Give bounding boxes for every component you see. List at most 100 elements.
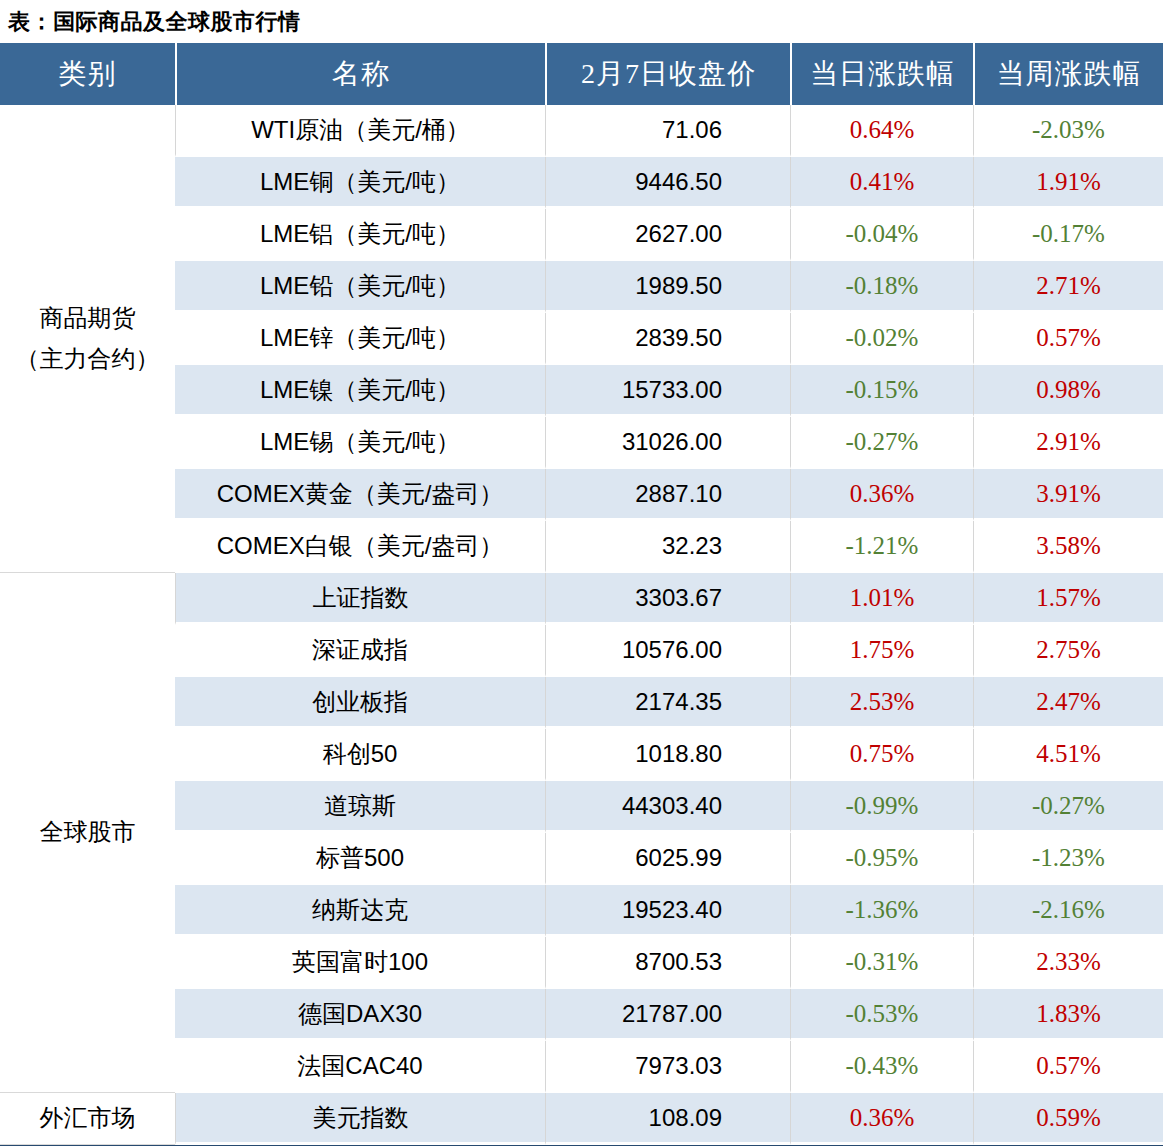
daily-change-cell: 0.36%: [790, 1093, 973, 1145]
weekly-change-cell: 1.91%: [973, 157, 1163, 209]
daily-change-cell: -0.53%: [790, 989, 973, 1041]
name-cell: COMEX白银（美元/盎司）: [175, 521, 545, 573]
name-cell: 英国富时100: [175, 937, 545, 989]
table-header: 类别 名称 2月7日收盘价 当日涨跌幅 当周涨跌幅: [0, 43, 1163, 105]
weekly-change-cell: 2.91%: [973, 417, 1163, 469]
table-row: LME锡（美元/吨）31026.00-0.27%2.91%: [0, 417, 1163, 469]
table-row: 深证成指10576.001.75%2.75%: [0, 625, 1163, 677]
close-price-cell: 108.09: [545, 1093, 790, 1145]
table-row: LME铅（美元/吨）1989.50-0.18%2.71%: [0, 261, 1163, 313]
name-cell: 标普500: [175, 833, 545, 885]
daily-change-cell: -0.43%: [790, 1041, 973, 1093]
name-cell: 上证指数: [175, 573, 545, 625]
table-row: 创业板指2174.352.53%2.47%: [0, 677, 1163, 729]
name-cell: LME铅（美元/吨）: [175, 261, 545, 313]
table-row: 外汇市场美元指数108.090.36%0.59%: [0, 1093, 1163, 1145]
name-cell: 德国DAX30: [175, 989, 545, 1041]
name-cell: 法国CAC40: [175, 1041, 545, 1093]
weekly-change-cell: 1.83%: [973, 989, 1163, 1041]
col-header-name: 名称: [175, 43, 545, 105]
name-cell: LME镍（美元/吨）: [175, 365, 545, 417]
close-price-cell: 21787.00: [545, 989, 790, 1041]
daily-change-cell: -1.36%: [790, 885, 973, 937]
name-cell: 创业板指: [175, 677, 545, 729]
daily-change-cell: 2.53%: [790, 677, 973, 729]
close-price-cell: 2627.00: [545, 209, 790, 261]
daily-change-cell: -0.99%: [790, 781, 973, 833]
close-price-cell: 44303.40: [545, 781, 790, 833]
weekly-change-cell: 1.57%: [973, 573, 1163, 625]
daily-change-cell: -0.15%: [790, 365, 973, 417]
daily-change-cell: 0.75%: [790, 729, 973, 781]
page: 表：国际商品及全球股市行情 类别 名称 2月7日收盘价 当日涨跌幅 当周涨跌幅 …: [0, 0, 1163, 1146]
close-price-cell: 7973.03: [545, 1041, 790, 1093]
table-title: 表：国际商品及全球股市行情: [0, 0, 1163, 43]
close-price-cell: 31026.00: [545, 417, 790, 469]
close-price-cell: 71.06: [545, 105, 790, 157]
category-cell: 商品期货 （主力合约）: [0, 105, 175, 573]
weekly-change-cell: 2.71%: [973, 261, 1163, 313]
weekly-change-cell: -0.17%: [973, 209, 1163, 261]
table-row: 英国富时1008700.53-0.31%2.33%: [0, 937, 1163, 989]
weekly-change-cell: 2.33%: [973, 937, 1163, 989]
close-price-cell: 9446.50: [545, 157, 790, 209]
close-price-cell: 1018.80: [545, 729, 790, 781]
daily-change-cell: -0.18%: [790, 261, 973, 313]
close-price-cell: 19523.40: [545, 885, 790, 937]
category-cell: 外汇市场: [0, 1093, 175, 1145]
daily-change-cell: -0.02%: [790, 313, 973, 365]
name-cell: LME铜（美元/吨）: [175, 157, 545, 209]
name-cell: 纳斯达克: [175, 885, 545, 937]
col-header-close-price: 2月7日收盘价: [545, 43, 790, 105]
close-price-cell: 6025.99: [545, 833, 790, 885]
daily-change-cell: 1.75%: [790, 625, 973, 677]
daily-change-cell: 1.01%: [790, 573, 973, 625]
name-cell: 美元指数: [175, 1093, 545, 1145]
name-cell: WTI原油（美元/桶）: [175, 105, 545, 157]
daily-change-cell: -1.21%: [790, 521, 973, 573]
category-cell: 全球股市: [0, 573, 175, 1093]
weekly-change-cell: 2.75%: [973, 625, 1163, 677]
close-price-cell: 1989.50: [545, 261, 790, 313]
weekly-change-cell: -2.03%: [973, 105, 1163, 157]
col-header-weekly-change: 当周涨跌幅: [973, 43, 1163, 105]
table-row: 道琼斯44303.40-0.99%-0.27%: [0, 781, 1163, 833]
close-price-cell: 10576.00: [545, 625, 790, 677]
daily-change-cell: 0.36%: [790, 469, 973, 521]
col-header-daily-change: 当日涨跌幅: [790, 43, 973, 105]
name-cell: LME锌（美元/吨）: [175, 313, 545, 365]
table-row: 纳斯达克19523.40-1.36%-2.16%: [0, 885, 1163, 937]
table-row: 科创501018.800.75%4.51%: [0, 729, 1163, 781]
weekly-change-cell: 4.51%: [973, 729, 1163, 781]
name-cell: COMEX黄金（美元/盎司）: [175, 469, 545, 521]
daily-change-cell: -0.27%: [790, 417, 973, 469]
weekly-change-cell: 2.47%: [973, 677, 1163, 729]
table-body: 商品期货 （主力合约）WTI原油（美元/桶）71.060.64%-2.03%LM…: [0, 105, 1163, 1145]
close-price-cell: 32.23: [545, 521, 790, 573]
daily-change-cell: -0.95%: [790, 833, 973, 885]
close-price-cell: 15733.00: [545, 365, 790, 417]
table-row: 法国CAC407973.03-0.43%0.57%: [0, 1041, 1163, 1093]
table-row: 标普5006025.99-0.95%-1.23%: [0, 833, 1163, 885]
close-price-cell: 2174.35: [545, 677, 790, 729]
name-cell: 深证成指: [175, 625, 545, 677]
col-header-category: 类别: [0, 43, 175, 105]
table-row: 全球股市上证指数3303.671.01%1.57%: [0, 573, 1163, 625]
close-price-cell: 8700.53: [545, 937, 790, 989]
name-cell: 道琼斯: [175, 781, 545, 833]
weekly-change-cell: 3.58%: [973, 521, 1163, 573]
table-row: COMEX黄金（美元/盎司）2887.100.36%3.91%: [0, 469, 1163, 521]
close-price-cell: 2887.10: [545, 469, 790, 521]
table-row: 商品期货 （主力合约）WTI原油（美元/桶）71.060.64%-2.03%: [0, 105, 1163, 157]
table-row: 德国DAX3021787.00-0.53%1.83%: [0, 989, 1163, 1041]
header-row: 类别 名称 2月7日收盘价 当日涨跌幅 当周涨跌幅: [0, 43, 1163, 105]
table-row: LME铜（美元/吨）9446.500.41%1.91%: [0, 157, 1163, 209]
table-row: LME锌（美元/吨）2839.50-0.02%0.57%: [0, 313, 1163, 365]
weekly-change-cell: 0.98%: [973, 365, 1163, 417]
daily-change-cell: -0.04%: [790, 209, 973, 261]
daily-change-cell: -0.31%: [790, 937, 973, 989]
table-row: COMEX白银（美元/盎司）32.23-1.21%3.58%: [0, 521, 1163, 573]
name-cell: LME锡（美元/吨）: [175, 417, 545, 469]
weekly-change-cell: 0.57%: [973, 313, 1163, 365]
name-cell: LME铝（美元/吨）: [175, 209, 545, 261]
